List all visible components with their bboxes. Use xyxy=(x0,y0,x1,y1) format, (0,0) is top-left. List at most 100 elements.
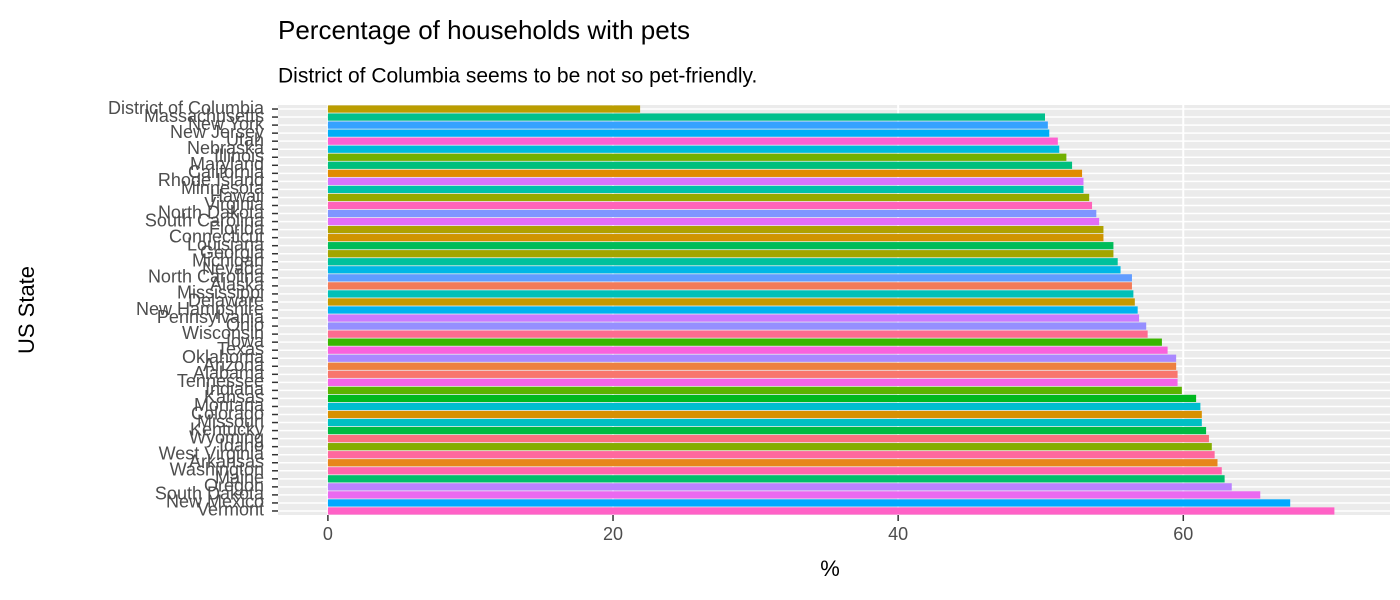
y-tick-label: Kansas xyxy=(204,387,264,407)
bar xyxy=(327,394,1197,403)
y-tick-label: West Virginia xyxy=(159,443,265,463)
bar xyxy=(327,258,1118,266)
bar xyxy=(327,507,1335,515)
y-tick-label: Minnesota xyxy=(181,178,265,198)
bar xyxy=(327,298,1135,306)
y-tick-label: Arkansas xyxy=(189,451,264,471)
bar xyxy=(327,282,1132,290)
bar xyxy=(327,217,1100,226)
y-tick-label: Delaware xyxy=(188,291,264,311)
y-tick-label: Indiana xyxy=(205,379,265,399)
bar xyxy=(327,177,1084,185)
bar xyxy=(327,475,1225,483)
y-tick-label: South Dakota xyxy=(155,484,265,504)
bar xyxy=(327,467,1222,475)
y-tick-label: District of Columbia xyxy=(108,98,265,118)
bar xyxy=(327,145,1060,153)
bar xyxy=(327,418,1202,427)
x-tick-label: 0 xyxy=(323,524,333,544)
bar xyxy=(327,161,1073,169)
y-tick-label: North Carolina xyxy=(148,267,265,287)
y-tick-label: California xyxy=(188,162,265,182)
bar xyxy=(327,250,1114,258)
x-tick-label: 20 xyxy=(603,524,623,544)
y-axis-label: US State xyxy=(14,266,39,354)
y-tick-label: Maine xyxy=(215,468,264,488)
bar xyxy=(327,153,1067,161)
y-tick-label: Kentucky xyxy=(190,419,264,439)
bar xyxy=(327,378,1178,386)
bar xyxy=(327,169,1083,177)
bar xyxy=(327,483,1232,491)
y-tick-label: Wisconsin xyxy=(182,323,264,343)
y-tick-label: Ohio xyxy=(226,315,264,335)
bar xyxy=(327,426,1207,435)
bar xyxy=(327,225,1104,234)
bar xyxy=(327,137,1058,145)
y-tick-label: Hawaii xyxy=(210,186,264,206)
y-tick-label: Michigan xyxy=(192,251,264,271)
y-tick-label: Illinois xyxy=(214,146,264,166)
y-tick-label: Oregon xyxy=(204,476,264,496)
bar xyxy=(327,201,1093,210)
y-tick-label: Pennsylvania xyxy=(157,307,265,327)
y-tick-label: New Hampshire xyxy=(136,299,264,319)
bar xyxy=(327,362,1177,370)
y-tick-label: Virginia xyxy=(204,194,265,214)
bar xyxy=(327,346,1168,354)
bar xyxy=(327,266,1121,274)
bar xyxy=(327,410,1202,419)
bar xyxy=(327,274,1132,282)
bar xyxy=(327,322,1147,330)
y-tick-label: New Mexico xyxy=(166,492,264,512)
bar xyxy=(327,451,1215,459)
bar xyxy=(327,242,1114,250)
y-tick-label: Massachusetts xyxy=(144,106,264,126)
y-tick-label: Oklahoma xyxy=(182,347,265,367)
bar xyxy=(327,370,1178,378)
y-tick-label: New York xyxy=(188,114,265,134)
bar xyxy=(327,491,1261,499)
bar xyxy=(327,330,1148,338)
x-tick-label: 60 xyxy=(1173,524,1193,544)
y-tick-label: Mississippi xyxy=(177,283,264,303)
y-tick-label: Vermont xyxy=(197,500,264,520)
bar xyxy=(327,306,1138,314)
y-tick-label: Colorado xyxy=(191,403,264,423)
y-tick-label: Alabama xyxy=(193,363,265,383)
bar xyxy=(327,386,1182,395)
y-tick-label: Utah xyxy=(226,130,264,150)
bar xyxy=(327,105,641,113)
bar xyxy=(327,499,1291,507)
y-tick-label: Louisiana xyxy=(187,234,265,254)
bar xyxy=(327,113,1045,121)
y-tick-label: Rhode Island xyxy=(158,170,264,190)
bar xyxy=(327,129,1050,137)
bar xyxy=(327,185,1084,194)
bar xyxy=(327,209,1097,218)
y-tick-label: Maryland xyxy=(190,154,264,174)
bar xyxy=(327,290,1134,298)
bar xyxy=(327,443,1212,451)
y-tick-label: New Jersey xyxy=(170,122,264,142)
x-axis-label: % xyxy=(820,556,840,581)
bar xyxy=(327,354,1177,362)
y-tick-label: Connecticut xyxy=(169,226,264,246)
x-tick-label: 40 xyxy=(888,524,908,544)
chart-title: Percentage of households with pets xyxy=(278,15,690,45)
chart-subtitle: District of Columbia seems to be not so … xyxy=(278,65,757,88)
bar xyxy=(327,314,1140,322)
y-tick-label: Alaska xyxy=(210,275,265,295)
y-tick-label: Wyoming xyxy=(189,427,264,447)
bar xyxy=(327,121,1048,129)
y-tick-label: North Dakota xyxy=(158,202,265,222)
y-tick-label: Texas xyxy=(217,339,264,359)
bar xyxy=(327,234,1104,242)
bar xyxy=(327,402,1201,411)
y-tick-label: Georgia xyxy=(200,242,265,262)
y-tick-label: Washington xyxy=(170,460,264,480)
y-tick-label: Missouri xyxy=(197,411,264,431)
y-tick-label: Florida xyxy=(209,218,265,238)
bar xyxy=(327,435,1209,443)
